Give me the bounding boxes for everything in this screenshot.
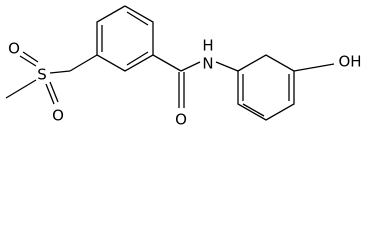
bond <box>19 55 37 67</box>
bond <box>45 83 55 105</box>
atom-label: S <box>37 66 47 84</box>
bonds <box>5 5 335 121</box>
bond <box>49 81 59 103</box>
atom-label: O <box>52 107 64 125</box>
bond <box>215 61 239 72</box>
ring-left <box>96 5 154 72</box>
bond <box>180 61 201 72</box>
bond <box>293 63 335 72</box>
bond <box>152 54 182 72</box>
atom-labels: S O O O H N OH <box>8 37 361 129</box>
bond <box>69 54 98 72</box>
atom-label: O <box>175 111 187 129</box>
bond <box>5 79 37 99</box>
inner-bond <box>126 11 149 26</box>
inner-bond <box>242 103 265 117</box>
page: S O O O H N OH (() => { const data = JSO… <box>5 5 362 129</box>
bond <box>49 70 71 74</box>
atom-label: H <box>202 37 213 55</box>
bond <box>22 51 39 63</box>
atom-label: N <box>202 55 213 73</box>
atom-label: OH <box>338 53 361 71</box>
inner-bond <box>126 51 149 66</box>
ring-right <box>237 54 295 121</box>
atom-label: O <box>8 40 20 58</box>
structure: S O O O H N OH <box>5 5 362 129</box>
